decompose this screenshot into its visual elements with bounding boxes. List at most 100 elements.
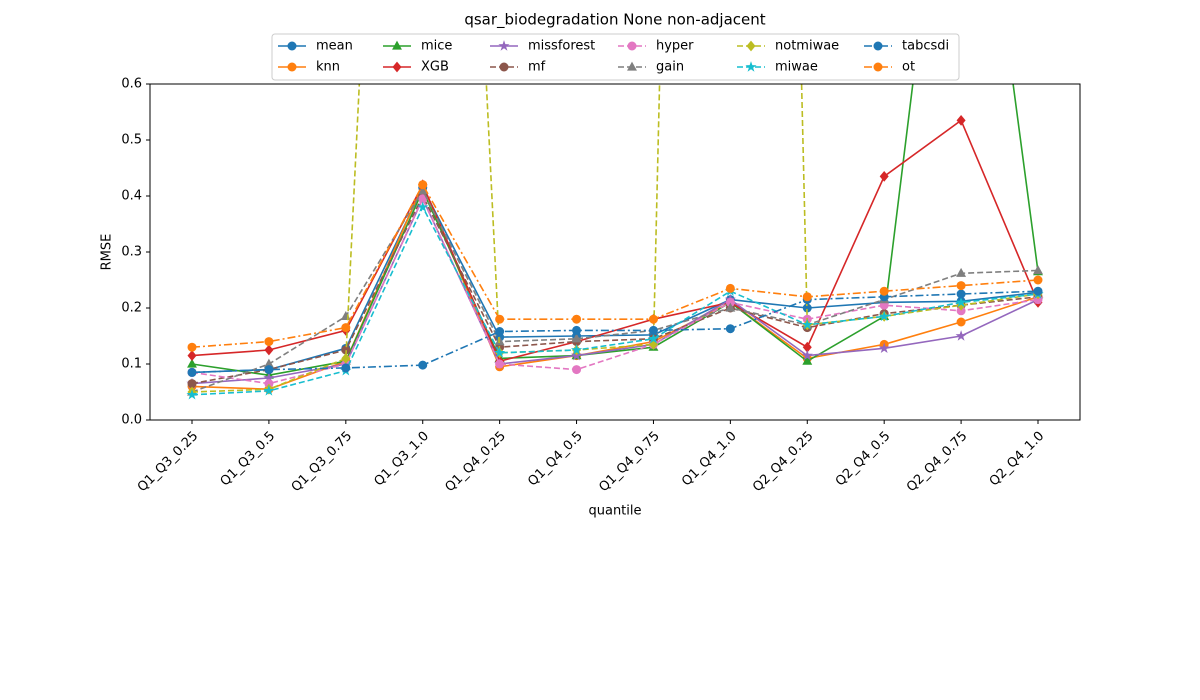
series-line xyxy=(191,185,1039,374)
legend-label: tabcsdi xyxy=(902,39,949,54)
series-line xyxy=(191,194,1039,385)
legend-label: gain xyxy=(656,60,684,75)
y-tick-label: 0.1 xyxy=(121,357,142,372)
legend-marker xyxy=(873,41,883,51)
data-point xyxy=(187,379,197,389)
series-line xyxy=(191,205,1039,396)
legend-marker xyxy=(627,41,637,51)
data-point xyxy=(263,372,275,383)
data-point xyxy=(341,345,351,355)
data-point xyxy=(1033,286,1043,296)
x-axis-label: quantile xyxy=(588,504,641,519)
y-tick-label: 0.5 xyxy=(121,133,142,148)
legend-label: XGB xyxy=(421,60,449,75)
legend-marker xyxy=(627,61,637,71)
y-tick-label: 0.6 xyxy=(121,77,142,92)
data-point xyxy=(648,314,658,324)
legend-label: missforest xyxy=(528,39,595,54)
data-point xyxy=(572,325,582,335)
legend-marker xyxy=(499,62,509,72)
legend-marker xyxy=(746,40,756,52)
data-point xyxy=(187,342,197,352)
data-point xyxy=(417,201,429,212)
data-point xyxy=(955,296,967,308)
data-point xyxy=(725,297,735,307)
data-point xyxy=(187,367,197,377)
data-point xyxy=(341,363,351,373)
data-point xyxy=(418,180,428,190)
legend-label: mice xyxy=(421,39,452,54)
legend-box xyxy=(271,33,960,81)
data-point xyxy=(802,303,812,313)
data-point xyxy=(264,344,274,356)
data-point xyxy=(263,385,275,396)
data-point xyxy=(570,344,583,355)
y-tick-label: 0.2 xyxy=(121,301,142,316)
y-tick-label: 0.0 xyxy=(121,413,142,428)
series-line xyxy=(191,84,1039,393)
legend-marker xyxy=(392,61,402,73)
data-point xyxy=(725,324,735,334)
series-line xyxy=(191,196,1039,385)
series-line xyxy=(191,188,1039,393)
series-line xyxy=(191,119,1039,363)
data-point xyxy=(879,286,889,296)
data-point xyxy=(341,353,351,364)
legend-marker xyxy=(392,40,402,50)
series-line xyxy=(191,183,1039,348)
data-point xyxy=(955,330,967,341)
y-tick-label: 0.4 xyxy=(121,189,142,204)
legend-marker xyxy=(287,41,297,51)
data-point xyxy=(1033,275,1043,285)
data-point xyxy=(341,323,351,333)
data-point xyxy=(495,314,505,324)
y-axis-label: RMSE xyxy=(100,234,115,271)
legend-label: ot xyxy=(902,60,915,75)
legend-marker xyxy=(498,40,510,51)
legend-marker xyxy=(745,61,757,72)
data-point xyxy=(648,325,658,335)
series-line xyxy=(191,196,1039,385)
data-point xyxy=(879,171,889,182)
data-point xyxy=(186,388,198,400)
data-point xyxy=(725,302,736,312)
data-point xyxy=(956,115,966,126)
data-point xyxy=(264,379,274,389)
data-point xyxy=(802,355,813,365)
data-point xyxy=(801,318,813,330)
legend-label: miwae xyxy=(775,60,818,75)
plot-area xyxy=(186,84,1044,400)
data-point xyxy=(956,281,966,291)
legend-label: hyper xyxy=(656,39,694,54)
legend-marker xyxy=(873,62,883,72)
legend-label: notmiwae xyxy=(775,39,839,54)
data-point xyxy=(572,314,582,324)
data-point xyxy=(264,365,274,375)
data-point xyxy=(263,358,274,368)
data-point xyxy=(417,185,428,194)
data-point xyxy=(494,346,506,358)
data-point xyxy=(187,350,197,361)
data-point xyxy=(802,341,812,353)
data-point xyxy=(264,337,274,347)
data-point xyxy=(956,267,967,277)
data-point xyxy=(801,349,813,361)
data-point xyxy=(802,292,812,302)
data-point xyxy=(1033,265,1043,275)
data-point xyxy=(878,342,890,354)
data-point xyxy=(495,327,505,337)
data-point xyxy=(495,359,505,369)
data-point xyxy=(956,306,966,316)
data-point xyxy=(571,333,582,343)
data-point xyxy=(725,283,735,293)
data-point xyxy=(878,310,890,322)
legend-marker xyxy=(287,62,297,72)
data-point xyxy=(647,332,660,344)
y-tick-label: 0.3 xyxy=(121,245,142,260)
chart-title: qsar_biodegradation None non-adjacent xyxy=(464,11,765,30)
legend-label: mean xyxy=(316,39,353,54)
data-point xyxy=(187,358,197,368)
data-point xyxy=(418,360,428,370)
